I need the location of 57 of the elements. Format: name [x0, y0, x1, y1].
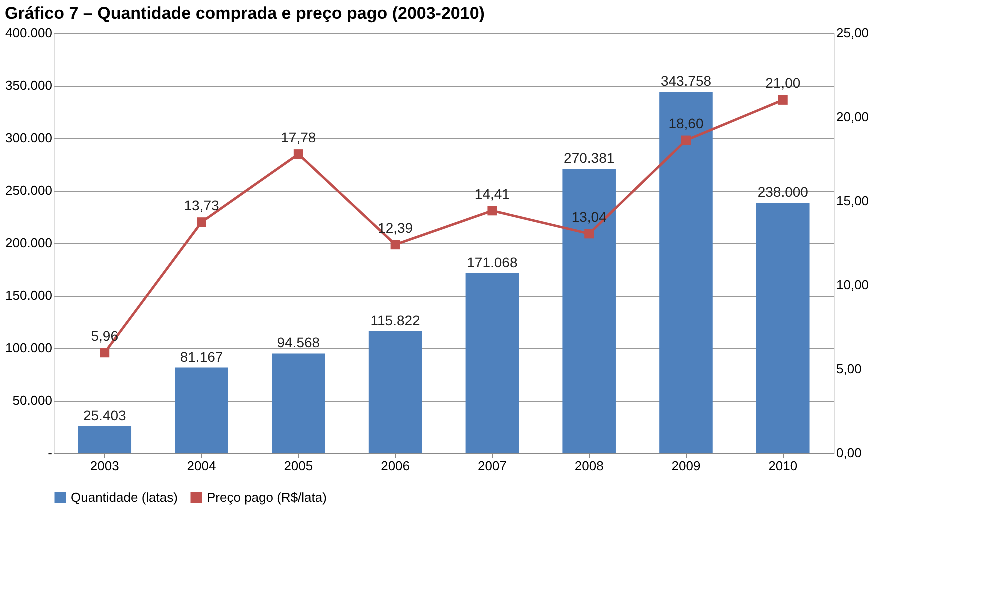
- y2-tick-label: 15,00: [836, 194, 870, 208]
- bar: [660, 92, 713, 453]
- bar: [368, 331, 422, 453]
- legend-label: Preço pago (R$/lata): [207, 490, 327, 505]
- chart-title: Gráfico 7 – Quantidade comprada e preço pago (2003-2010): [5, 4, 485, 23]
- legend-label: Quantidade (latas): [71, 490, 178, 505]
- x-tick-label: 2010: [768, 458, 798, 474]
- point: [390, 240, 400, 250]
- y2-tick-label: 20,00: [836, 110, 870, 124]
- data-label: 171.068: [467, 254, 518, 270]
- data-label: 25.403: [83, 407, 126, 424]
- y2-tick-label: 10,00: [836, 278, 870, 292]
- point: [294, 150, 304, 160]
- data-label: 270.381: [564, 150, 615, 166]
- bar: [562, 169, 616, 453]
- bar: [756, 203, 810, 453]
- data-label: 13,04: [572, 208, 608, 225]
- data-label: 18,60: [668, 116, 704, 132]
- y-tick-label: 350.000: [6, 78, 52, 93]
- bar: [272, 354, 326, 453]
- y-tick-label: -: [48, 446, 52, 460]
- data-label: 115.822: [370, 312, 421, 328]
- data-label: 21,00: [766, 75, 801, 92]
- x-tick-label: 2005: [284, 458, 314, 474]
- data-label: 13,73: [184, 197, 220, 214]
- y-tick-label: 250.000: [6, 183, 52, 198]
- bar: [78, 426, 132, 453]
- y-tick-label: 200.000: [6, 236, 52, 250]
- bar: [466, 273, 520, 453]
- y-tick-label: 400.000: [6, 26, 52, 40]
- bar: [175, 368, 228, 453]
- y-tick-label: 150.000: [6, 288, 52, 303]
- data-label: 343.758: [660, 73, 712, 90]
- y2-tick-label: 5,00: [836, 362, 862, 376]
- x-tick-label: 2003: [90, 458, 120, 474]
- point: [488, 206, 498, 216]
- x-tick-label: 2008: [574, 458, 604, 474]
- point: [100, 348, 110, 358]
- data-label: 12,39: [378, 220, 414, 236]
- data-label: 14,41: [474, 186, 510, 202]
- y-tick-label: 300.000: [6, 130, 52, 146]
- y2-tick-label: 0,00: [836, 446, 862, 460]
- point: [584, 229, 594, 239]
- y-tick-label: 100.000: [6, 340, 52, 356]
- x-tick-label: 2009: [672, 458, 701, 474]
- data-label: 81.167: [180, 348, 224, 365]
- data-label: 17,78: [281, 129, 316, 146]
- point: [681, 136, 691, 146]
- point: [197, 218, 207, 228]
- data-label: 94.568: [277, 334, 320, 351]
- data-label: 238.000: [758, 184, 809, 200]
- x-tick-label: 2007: [478, 458, 507, 474]
- y2-tick-label: 25,00: [836, 26, 870, 40]
- y-tick-label: 50.000: [12, 393, 52, 408]
- x-tick-label: 2004: [187, 458, 216, 474]
- x-tick-label: 2006: [381, 458, 410, 474]
- point: [778, 95, 788, 105]
